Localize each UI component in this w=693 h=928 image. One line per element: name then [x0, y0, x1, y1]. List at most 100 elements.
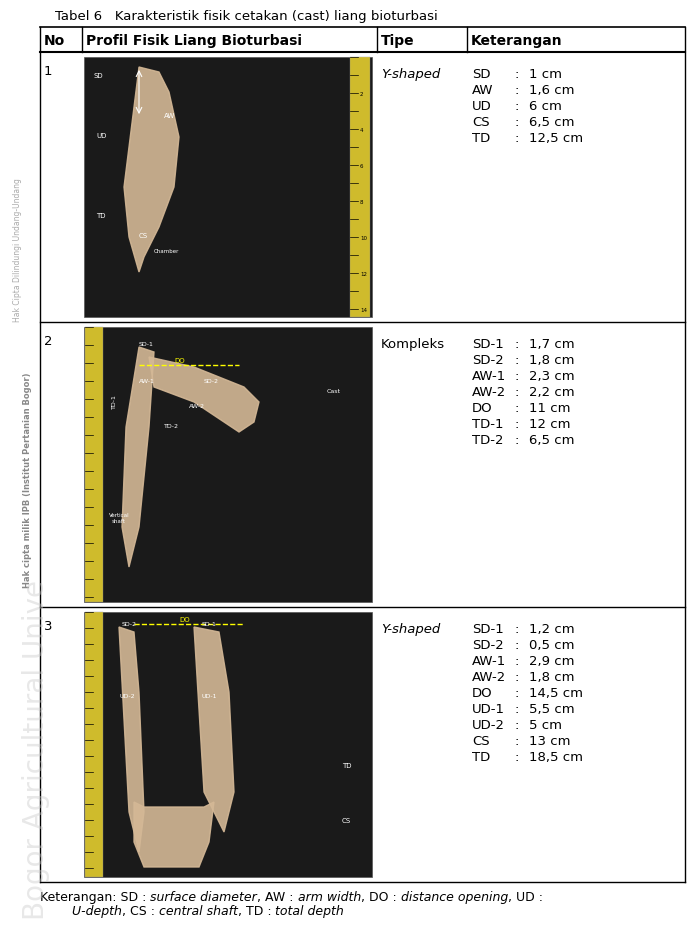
Bar	[84, 328, 372, 602]
Text: TD-2: TD-2	[164, 423, 179, 429]
Text: 5,5 cm: 5,5 cm	[529, 702, 574, 715]
Polygon shape	[124, 68, 179, 273]
Text: Keterangan: Keterangan	[471, 33, 563, 47]
Text: Bogor Agricultural Unive: Bogor Agricultural Unive	[22, 579, 50, 919]
Text: AW-2: AW-2	[472, 386, 507, 398]
Bar	[84, 612, 372, 877]
Text: Kompleks: Kompleks	[381, 338, 445, 351]
Text: :: :	[515, 623, 519, 636]
Text: 11 cm: 11 cm	[529, 402, 570, 415]
Polygon shape	[134, 802, 214, 867]
Text: 1,6 cm: 1,6 cm	[529, 84, 574, 97]
Text: CS: CS	[342, 818, 351, 823]
Text: DO: DO	[472, 687, 493, 699]
Text: CS: CS	[472, 734, 490, 747]
Text: 18,5 cm: 18,5 cm	[529, 750, 583, 763]
Text: U-depth: U-depth	[40, 904, 122, 917]
Text: Chamber: Chamber	[154, 249, 179, 253]
Text: :: :	[515, 100, 519, 113]
Text: 1: 1	[44, 65, 53, 78]
Text: AW: AW	[472, 84, 493, 97]
Text: :: :	[515, 687, 519, 699]
Text: 1,7 cm: 1,7 cm	[529, 338, 574, 351]
Text: 2: 2	[44, 335, 53, 348]
Text: 0,5 cm: 0,5 cm	[529, 638, 574, 651]
Polygon shape	[122, 348, 154, 567]
Text: 13 cm: 13 cm	[529, 734, 570, 747]
Polygon shape	[149, 357, 259, 432]
Text: 5 cm: 5 cm	[529, 718, 562, 731]
Text: 4: 4	[360, 127, 364, 133]
Text: :: :	[515, 369, 519, 382]
Text: :: :	[515, 670, 519, 683]
Text: 2,9 cm: 2,9 cm	[529, 654, 574, 667]
Text: 6,5 cm: 6,5 cm	[529, 116, 574, 129]
Text: UD-2: UD-2	[119, 693, 134, 698]
Text: TD: TD	[472, 132, 490, 145]
Text: AW-2: AW-2	[472, 670, 507, 683]
Text: Y-shaped: Y-shaped	[381, 623, 440, 636]
Text: 10: 10	[360, 235, 367, 240]
Text: :: :	[515, 734, 519, 747]
Text: 3: 3	[44, 619, 53, 632]
Text: , UD :: , UD :	[508, 890, 543, 903]
Text: SD-1: SD-1	[139, 342, 154, 347]
Text: 8: 8	[360, 200, 364, 204]
Text: :: :	[515, 338, 519, 351]
Text: 12,5 cm: 12,5 cm	[529, 132, 583, 145]
Text: :: :	[515, 402, 519, 415]
Text: central shaft: central shaft	[159, 904, 238, 917]
Text: DO: DO	[179, 616, 190, 623]
Text: distance opening: distance opening	[401, 890, 508, 903]
Text: arm width: arm width	[297, 890, 361, 903]
Text: No: No	[44, 33, 65, 47]
Text: total depth: total depth	[275, 904, 344, 917]
Polygon shape	[194, 627, 234, 832]
Text: 6 cm: 6 cm	[529, 100, 562, 113]
Text: UD-2: UD-2	[472, 718, 505, 731]
Text: DO: DO	[472, 402, 493, 415]
Text: :: :	[515, 68, 519, 81]
Text: Keterangan: SD :: Keterangan: SD :	[40, 890, 150, 903]
Text: SD-2: SD-2	[122, 622, 137, 626]
Text: CS: CS	[139, 233, 148, 238]
Text: :: :	[515, 132, 519, 145]
Text: SD-2: SD-2	[472, 638, 504, 651]
Text: TD: TD	[472, 750, 490, 763]
Text: :: :	[515, 638, 519, 651]
Text: 6: 6	[360, 163, 364, 168]
Text: 1,2 cm: 1,2 cm	[529, 623, 574, 636]
Text: SD-1: SD-1	[472, 623, 504, 636]
Text: 1,8 cm: 1,8 cm	[529, 354, 574, 367]
Text: :: :	[515, 354, 519, 367]
Text: UD: UD	[96, 133, 106, 139]
Text: AW: AW	[164, 113, 175, 119]
Text: TD-2: TD-2	[472, 433, 504, 446]
Text: SD-2: SD-2	[472, 354, 504, 367]
Text: 1 cm: 1 cm	[529, 68, 562, 81]
Text: AW-1: AW-1	[139, 379, 155, 383]
Bar	[84, 58, 372, 317]
Text: Hak Cipta Dilindungi Undang-Undang: Hak Cipta Dilindungi Undang-Undang	[13, 178, 22, 322]
Bar	[85, 612, 103, 877]
Text: Hak cipta milik IPB (Institut Pertanian Bogor): Hak cipta milik IPB (Institut Pertanian …	[24, 372, 33, 587]
Text: :: :	[515, 718, 519, 731]
Text: :: :	[515, 702, 519, 715]
Text: , CS :: , CS :	[122, 904, 159, 917]
Text: AW-2: AW-2	[189, 404, 205, 408]
Text: 14: 14	[360, 307, 367, 312]
Text: Profil Fisik Liang Bioturbasi: Profil Fisik Liang Bioturbasi	[86, 33, 302, 47]
Text: 2: 2	[360, 91, 364, 97]
Text: AW-1: AW-1	[472, 654, 507, 667]
Text: SD-1: SD-1	[472, 338, 504, 351]
Text: TD-1: TD-1	[472, 418, 504, 431]
Text: :: :	[515, 750, 519, 763]
Text: AW-1: AW-1	[472, 369, 507, 382]
Text: :: :	[515, 418, 519, 431]
Text: :: :	[515, 116, 519, 129]
Text: Cast: Cast	[327, 389, 341, 393]
Text: :: :	[515, 84, 519, 97]
Text: , TD :: , TD :	[238, 904, 275, 917]
Text: Vertical
shaft: Vertical shaft	[109, 512, 130, 523]
Text: DO: DO	[174, 357, 184, 364]
